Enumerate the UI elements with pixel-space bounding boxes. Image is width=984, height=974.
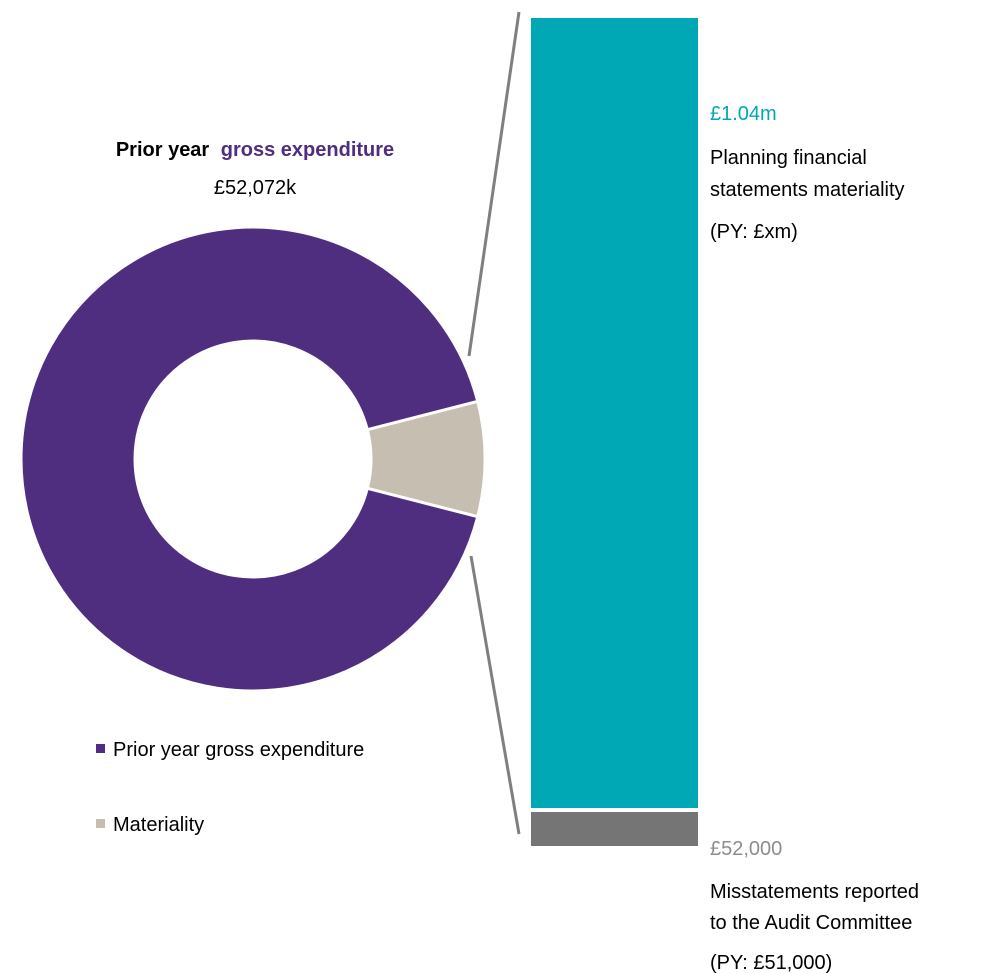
misstatements-value: £52,000 <box>710 838 782 860</box>
legend-label-expenditure: Prior year gross expenditure <box>113 739 364 761</box>
donut-slices <box>19 225 487 693</box>
materiality-label-line1: Planning financial <box>710 147 867 169</box>
donut-title: Prior year gross expenditure <box>116 139 394 161</box>
donut-subtitle: £52,072k <box>214 177 297 199</box>
donut-title-part1: Prior year <box>116 139 210 161</box>
misstatements-py: (PY: £51,000) <box>710 952 832 974</box>
legend-label-materiality: Materiality <box>113 814 204 836</box>
materiality-label-line2: statements materiality <box>710 179 905 201</box>
legend-swatch-materiality <box>96 819 105 828</box>
bar-segments <box>531 18 698 846</box>
bar-segment-misstatements <box>531 812 698 846</box>
legend-swatch-expenditure <box>96 744 105 753</box>
connector-line-top <box>467 11 521 357</box>
donut-title-part2: gross expenditure <box>221 139 394 161</box>
misstatements-label-line2: to the Audit Committee <box>710 912 912 934</box>
donut-legend: Prior year gross expenditure Materiality <box>96 739 364 836</box>
materiality-value: £1.04m <box>710 103 777 125</box>
misstatements-label-line1: Misstatements reported <box>710 881 919 903</box>
donut-slice-expenditure <box>19 225 480 693</box>
connector-line-bottom <box>469 555 521 835</box>
bar-segment-materiality <box>531 18 698 808</box>
materiality-py: (PY: £xm) <box>710 221 798 243</box>
